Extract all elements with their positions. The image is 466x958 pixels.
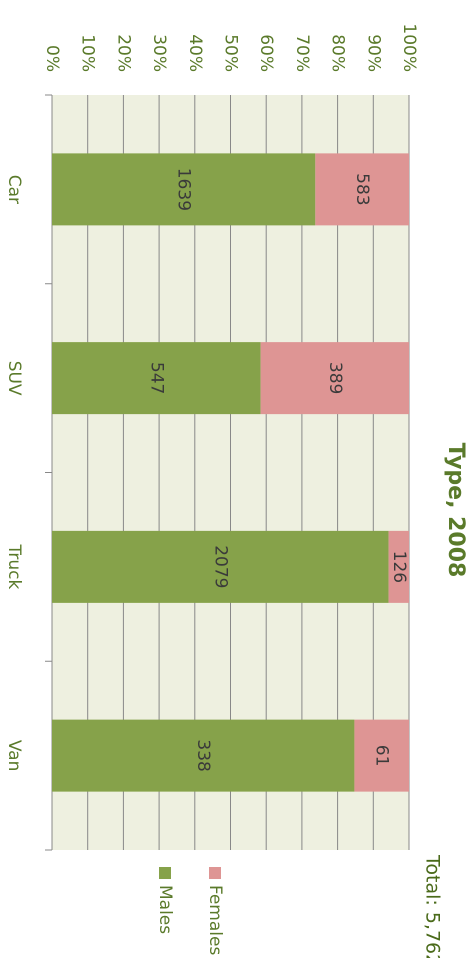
y-tick-label: 10% — [78, 34, 98, 72]
data-label: 61 — [372, 745, 392, 767]
y-tick-label: 80% — [328, 34, 348, 72]
y-tick-label: 100% — [399, 23, 419, 72]
data-label: 338 — [193, 739, 213, 771]
bar-segment — [260, 342, 409, 415]
x-tick-label: Car — [4, 175, 24, 204]
y-tick-label: 0% — [42, 45, 62, 72]
bar-segment — [52, 719, 355, 792]
bar-segment — [354, 719, 409, 792]
y-tick-label: 60% — [256, 34, 276, 72]
bar-segment — [315, 153, 409, 226]
y-tick-label: 70% — [292, 34, 312, 72]
data-label: 1639 — [174, 168, 194, 211]
y-tick-label: 40% — [185, 34, 205, 72]
x-tick-label: Van — [4, 740, 24, 772]
legend-label: Males — [155, 885, 175, 934]
y-tick-label: 20% — [113, 34, 133, 72]
data-label: 547 — [146, 362, 166, 394]
bar-segment — [52, 342, 261, 415]
data-label: 389 — [325, 362, 345, 394]
legend-swatch — [209, 867, 221, 879]
bar-segment — [52, 153, 316, 226]
y-tick-label: 50% — [221, 34, 241, 72]
legend-label: Females — [205, 885, 225, 955]
x-tick-label: SUV — [4, 361, 24, 396]
total-note: Total: 5,762* — [422, 854, 444, 958]
chart-title: Type, 2008 — [443, 443, 466, 578]
legend-swatch — [159, 867, 171, 879]
y-tick-label: 30% — [149, 34, 169, 72]
data-label: 126 — [389, 551, 409, 583]
data-label: 583 — [352, 173, 372, 205]
bar-segment — [388, 530, 409, 603]
bar-segment — [52, 530, 389, 603]
y-tick-label: 90% — [363, 34, 383, 72]
x-tick-label: Truck — [4, 543, 24, 589]
data-label: 2079 — [210, 545, 230, 588]
